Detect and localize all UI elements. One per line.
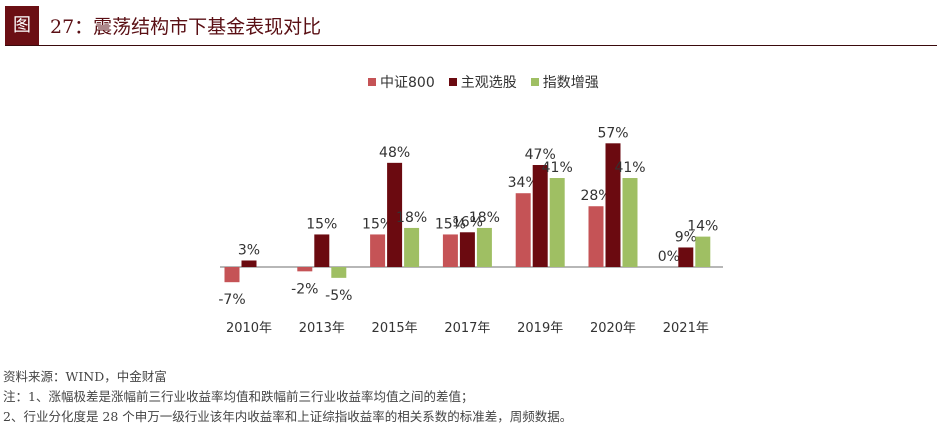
x-tick-label-1: 2013年 <box>299 321 345 336</box>
data-label-csi800-4: 34% <box>508 175 539 191</box>
bar-csi800-0 <box>224 267 240 283</box>
data-label-csi800-3: 15% <box>435 216 466 232</box>
data-label-active-6: 9% <box>675 229 697 245</box>
x-tick-label-0: 2010年 <box>226 321 272 336</box>
x-tick-label-3: 2017年 <box>444 321 490 336</box>
data-label-csi800-0: -7% <box>218 292 245 308</box>
footnotes: 资料来源：WIND，中金财富 注：1、涨幅极差是涨幅前三行业收益率均值和跌幅前三… <box>3 367 572 427</box>
x-tick-label-5: 2020年 <box>590 321 636 336</box>
bar-active-6 <box>678 247 694 267</box>
bar-enhanced-2 <box>404 227 420 267</box>
legend-label-enhanced: 指数增强 <box>542 75 599 91</box>
legend-swatch-enhanced <box>530 78 539 86</box>
x-tick-label-6: 2021年 <box>663 321 709 336</box>
legend-item-enhanced: 指数增强 <box>530 72 599 92</box>
legend-label-csi800: 中证800 <box>380 75 435 91</box>
bar-active-4 <box>532 165 548 267</box>
data-label-enhanced-4: 41% <box>542 160 573 176</box>
bar-enhanced-6 <box>695 236 711 267</box>
data-label-enhanced-5: 41% <box>614 160 645 176</box>
legend-swatch-active <box>448 78 457 86</box>
bar-csi800-5 <box>588 206 604 267</box>
data-label-active-3: 16% <box>452 214 483 230</box>
bar-active-0 <box>241 260 257 267</box>
data-label-csi800-6: 0% <box>658 249 680 265</box>
note-1: 注：1、涨幅极差是涨幅前三行业收益率均值和跌幅前三行业收益率均值之间的差值； <box>3 389 474 404</box>
legend-item-csi800: 中证800 <box>368 72 435 92</box>
bar-active-2 <box>387 162 403 267</box>
data-label-csi800-1: -2% <box>291 281 318 297</box>
bar-enhanced-4 <box>549 178 565 267</box>
data-label-active-2: 48% <box>379 145 410 161</box>
source-note: 资料来源：WIND，中金财富 <box>3 369 167 384</box>
figure-badge: 图 <box>5 6 39 45</box>
data-label-csi800-2: 15% <box>362 216 393 232</box>
data-label-enhanced-2: 18% <box>396 210 427 226</box>
x-tick-label-2: 2015年 <box>372 321 418 336</box>
figure-header: 图 27：震荡结构市下基金表现对比 <box>0 0 937 46</box>
data-label-active-1: 15% <box>306 216 337 232</box>
chart-legend: 中证800 主观选股 指数增强 <box>368 72 599 92</box>
legend-swatch-csi800 <box>368 78 376 86</box>
legend-label-active: 主观选股 <box>460 75 517 91</box>
data-label-enhanced-3: 18% <box>469 210 500 226</box>
bar-enhanced-1 <box>331 267 347 278</box>
data-label-enhanced-1: -5% <box>325 288 352 304</box>
bar-active-5 <box>605 143 621 267</box>
bar-enhanced-3 <box>476 227 492 267</box>
bar-active-1 <box>314 234 330 267</box>
title-divider <box>5 45 937 46</box>
bar-active-3 <box>459 232 475 267</box>
legend-item-active: 主观选股 <box>448 72 517 92</box>
data-label-enhanced-6: 14% <box>687 219 718 235</box>
data-label-active-4: 47% <box>525 147 556 163</box>
bar-csi800-3 <box>442 234 458 267</box>
bar-csi800-1 <box>297 267 313 272</box>
data-label-csi800-5: 28% <box>580 188 611 204</box>
bar-enhanced-5 <box>622 178 638 267</box>
data-label-active-0: 3% <box>238 242 260 258</box>
note-2: 2、行业分化度是 28 个申万一级行业该年内收益率和上证综指收益率的相关系数的标… <box>3 409 573 424</box>
x-tick-label-4: 2019年 <box>517 321 563 336</box>
figure-title: 27：震荡结构市下基金表现对比 <box>50 16 322 38</box>
bar-csi800-2 <box>370 234 386 267</box>
bar-csi800-4 <box>515 193 531 267</box>
data-label-active-5: 57% <box>597 125 628 141</box>
